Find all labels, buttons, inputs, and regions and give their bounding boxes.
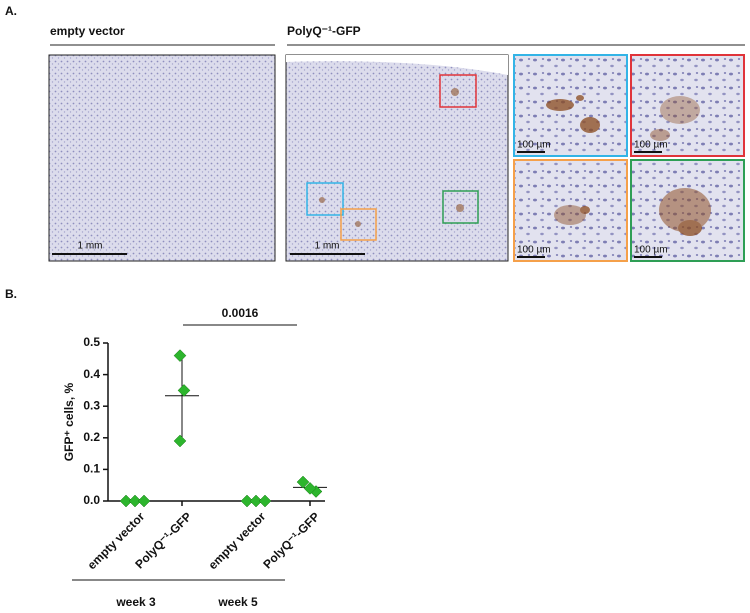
scale-label: 1 mm [78, 241, 103, 252]
stain-blobs [546, 95, 711, 236]
group-header: empty vector [50, 24, 125, 38]
scale-label: 100 µm [517, 245, 551, 256]
data-point [173, 349, 187, 362]
y-tick-label: 0.5 [83, 335, 100, 349]
scale-bars [52, 151, 662, 258]
zoom-box [306, 182, 344, 216]
inset [513, 159, 628, 262]
data-point [249, 494, 263, 508]
panel-label: B. [5, 287, 17, 301]
scale-label: 100 µm [517, 140, 551, 151]
data-point [303, 482, 317, 495]
zoom-box [340, 208, 377, 241]
group-label: week 3 [115, 595, 156, 609]
scale-label: 1 mm [315, 241, 340, 252]
group-label: week 5 [217, 595, 258, 609]
scale-label: 100 µm [634, 140, 668, 151]
panel-label: A. [5, 4, 17, 18]
data-point [240, 494, 254, 508]
tissue-edge [286, 55, 508, 75]
data-point [173, 434, 187, 448]
y-tick-label: 0.4 [83, 367, 100, 381]
zoom-box [442, 190, 479, 224]
p-value: 0.0016 [222, 306, 259, 320]
y-axis-title: GFP⁺ cells, % [62, 382, 76, 461]
inset [630, 54, 745, 157]
data-point [258, 494, 272, 508]
data-point [296, 475, 310, 489]
x-tick-label: empty vector [206, 509, 269, 572]
micrograph [48, 54, 276, 262]
zoom-box [439, 74, 477, 108]
y-tick-label: 0.2 [83, 430, 100, 444]
y-tick-label: 0.0 [83, 493, 100, 507]
micrograph [285, 54, 509, 262]
data-point [177, 384, 191, 397]
group-header: PolyQ⁻¹-GFP [287, 24, 361, 38]
x-tick-label: PolyQ⁻¹-GFP [260, 509, 322, 571]
data-point [119, 494, 133, 508]
data-point [137, 494, 151, 508]
y-tick-label: 0.1 [83, 462, 100, 476]
y-tick-label: 0.3 [83, 398, 100, 412]
scale-label: 100 µm [634, 245, 668, 256]
stain-spots [319, 88, 464, 227]
data-point [128, 494, 142, 508]
